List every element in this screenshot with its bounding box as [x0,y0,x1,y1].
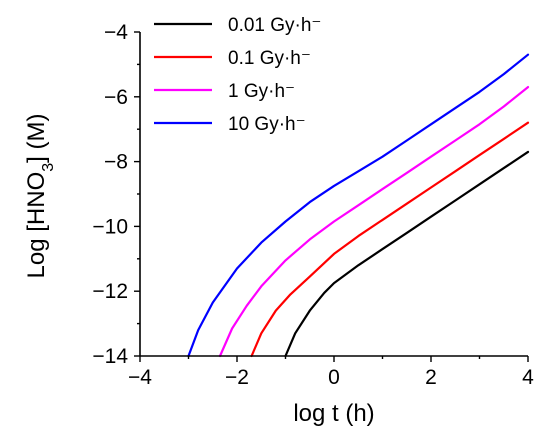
series-line-3 [187,53,530,358]
legend-label-3: 10 Gy·h⁻ [228,114,306,135]
ticks-layer: −4 −2 0 2 4 −14 −12 −10 −8 −6 −4 [92,21,534,389]
x-tick-label: −2 [225,366,249,389]
axes-layer [139,32,528,357]
x-tick-label: 0 [328,366,340,389]
y-tick-label: −8 [104,151,128,174]
y-tick-label: −14 [92,345,128,368]
y-tick-label: −4 [104,21,128,44]
series-line-0 [284,150,530,358]
legend-label-2: 1 Gy·h⁻ [228,81,295,102]
x-tick-label: −4 [128,366,152,389]
x-tick-label: 2 [425,366,437,389]
y-axis-title: Log [HNO3] (M) [23,114,57,279]
legend: 0.01 Gy·h⁻ 0.1 Gy·h⁻ 1 Gy·h⁻ 10 Gy·h⁻ [154,15,321,135]
y-tick-label: −10 [92,215,128,238]
x-axis-title: log t (h) [293,400,374,427]
y-tick-label: −6 [104,86,128,109]
x-tick-label: 4 [522,366,534,389]
y-axis-title-main: Log [HNO [23,172,50,279]
legend-label-1: 0.1 Gy·h⁻ [228,48,311,69]
series-layer [187,53,530,358]
series-line-1 [250,121,530,358]
legend-label-0: 0.01 Gy·h⁻ [228,15,321,36]
y-tick-label: −12 [92,280,128,303]
y-axis-title-end: ] (M) [23,114,50,163]
y-axis-title-subscript: 3 [40,163,57,172]
series-line-2 [218,85,530,358]
